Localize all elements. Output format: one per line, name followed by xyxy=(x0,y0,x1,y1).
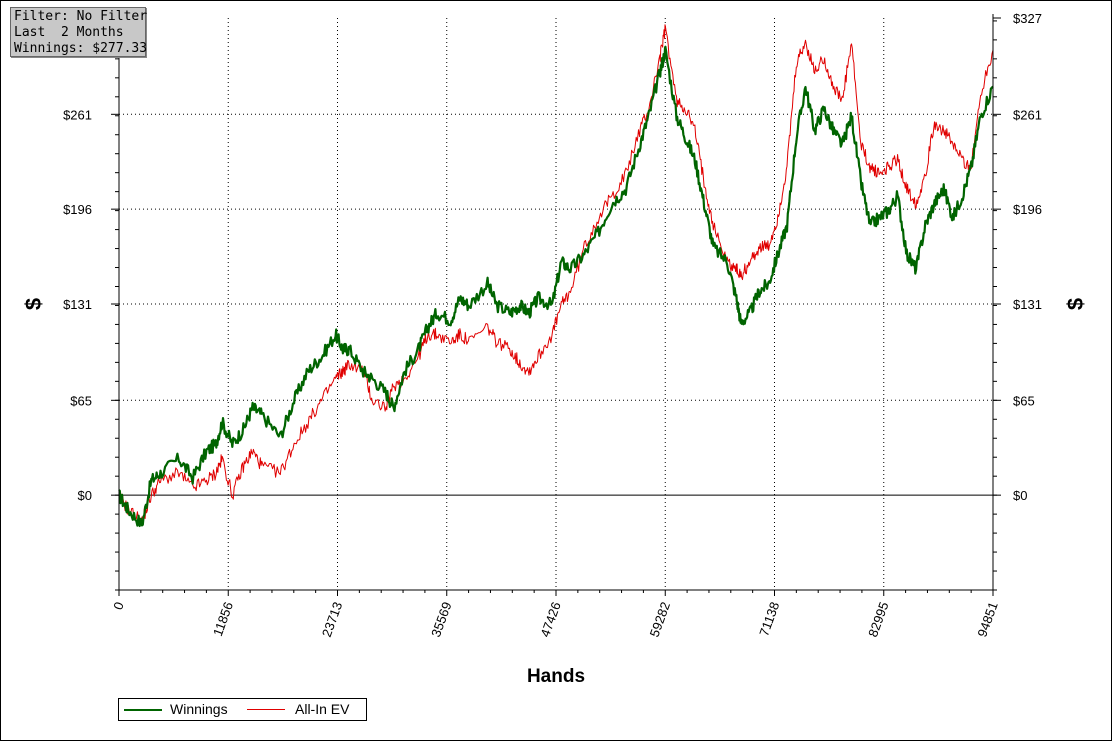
series-lines xyxy=(118,24,994,528)
x-axis-label: Hands xyxy=(527,666,585,687)
legend-label-winnings: Winnings xyxy=(170,701,228,717)
period-text: Last 2 Months xyxy=(14,25,124,40)
series-line-allin-ev xyxy=(118,24,994,527)
filter-text: Filter: No Filter xyxy=(14,9,148,24)
grid-lines xyxy=(119,18,993,590)
filter-info-box: Filter: No Filter Last 2 Months Winnings… xyxy=(10,7,148,57)
y-tick-label-right: $0 xyxy=(1013,488,1027,503)
y-tick-label-right: $131 xyxy=(1013,297,1042,312)
y-tick-label-right: $327 xyxy=(1013,11,1042,26)
y-axis-label-right: $ xyxy=(1063,298,1088,310)
y-tick-label-right: $65 xyxy=(1013,393,1035,408)
y-tick-label-left: $261 xyxy=(63,107,92,122)
legend-label-allin-ev: All-In EV xyxy=(295,701,350,717)
x-tick-label: 0 xyxy=(110,600,127,612)
y-tick-label-right: $196 xyxy=(1013,202,1042,217)
y-axis-label-left: $ xyxy=(21,298,46,310)
y-tick-label-left: $131 xyxy=(63,297,92,312)
winnings-text: Winnings: $277.33 xyxy=(14,41,148,56)
y-tick-label-left: $196 xyxy=(63,202,92,217)
y-tick-label-left: $0 xyxy=(78,488,92,503)
legend-swatch-allin-ev xyxy=(247,709,285,710)
y-tick-label-right: $261 xyxy=(1013,107,1042,122)
legend: Winnings All-In EV xyxy=(118,698,367,721)
y-tick-label-left: $65 xyxy=(70,393,92,408)
series-line-winnings xyxy=(118,45,994,528)
legend-swatch-winnings xyxy=(124,709,162,711)
